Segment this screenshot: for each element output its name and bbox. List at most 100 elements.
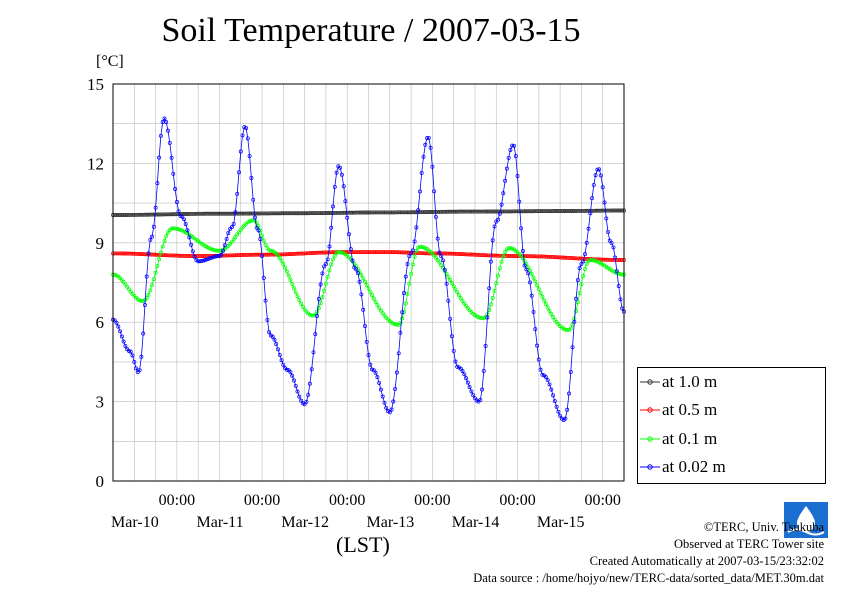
data-point [593,208,598,213]
data-point [606,229,610,234]
data-point [347,232,351,237]
data-point [590,196,595,201]
data-point [299,398,304,403]
data-point [506,246,511,251]
data-point [531,275,536,280]
created-text: Created Automatically at 2007-03-15/23:3… [589,554,824,568]
data-point [151,212,156,217]
data-point [331,211,335,215]
data-point [322,288,327,293]
data-point [329,250,334,255]
data-point [586,258,591,263]
data-point [118,329,123,334]
data-point [377,305,382,310]
data-point [455,364,460,369]
data-point [513,154,518,159]
data-point [380,311,385,316]
data-point [192,211,197,216]
data-point [460,369,465,373]
terc-logo-icon [784,502,828,538]
data-point [263,298,268,303]
data-point [245,252,250,257]
data-point [600,257,605,262]
data-point [283,265,288,270]
data-point [590,258,595,263]
legend-item-0-02m: at 0.02 m [640,453,820,481]
data-point [254,252,259,257]
data-point [352,210,357,215]
data-point [536,357,541,362]
data-point [453,359,458,364]
data-point [270,334,275,339]
data-point [551,255,555,259]
data-point [446,251,451,256]
data-point [377,380,382,385]
data-point [575,300,580,305]
data-point [405,210,410,215]
data-point [260,233,264,238]
data-point [579,208,584,213]
data-point [609,240,614,245]
data-point [535,283,540,288]
data-point [593,259,598,263]
data-point [297,211,302,216]
data-point [327,244,332,249]
plot-frame [112,83,625,482]
data-point [462,252,467,257]
x-tick-date-label: Mar-15 [537,514,585,531]
data-point [323,262,328,266]
data-point [277,256,282,260]
data-point [151,277,156,282]
data-point [522,263,527,268]
data-point [545,305,550,310]
data-point [543,209,548,214]
data-point [595,167,600,172]
data-point [384,250,389,255]
data-point [247,219,252,224]
data-point [554,404,559,409]
data-point [552,255,557,260]
series-layer [111,116,626,422]
data-point [348,247,353,252]
data-point [568,326,573,331]
data-point [267,330,272,335]
data-point [439,209,444,214]
data-point [171,212,176,217]
data-point [549,387,554,392]
data-point [139,298,144,303]
data-point [150,234,154,239]
data-point [425,136,430,141]
legend-marker-1m [640,379,660,385]
data-point [419,245,424,249]
data-point [221,248,225,253]
data-point [252,215,257,220]
data-point [203,258,208,262]
data-point [222,243,227,248]
data-point [166,212,170,217]
data-point [206,246,211,250]
data-point [316,211,321,216]
data-point [490,296,495,300]
data-point [318,282,323,287]
data-point [474,252,479,257]
data-point [570,256,575,261]
data-point [540,372,545,377]
data-point [157,155,162,160]
data-point [611,245,616,250]
data-point [254,220,259,225]
data-point [577,208,582,213]
data-point [504,166,509,171]
source-text: Data source : /home/hojyo/new/TERC-data/… [473,571,824,585]
data-point [510,143,515,148]
data-point [510,254,515,258]
data-point [290,252,295,256]
legend-label-0-02m: at 0.02 m [662,457,726,476]
data-point [185,212,190,216]
data-point [462,372,467,377]
data-point [171,226,176,231]
data-point [497,211,502,216]
data-point [526,271,531,276]
x-tick-time-label: 00:00 [414,492,450,509]
data-point [361,307,366,312]
data-point [446,274,451,279]
